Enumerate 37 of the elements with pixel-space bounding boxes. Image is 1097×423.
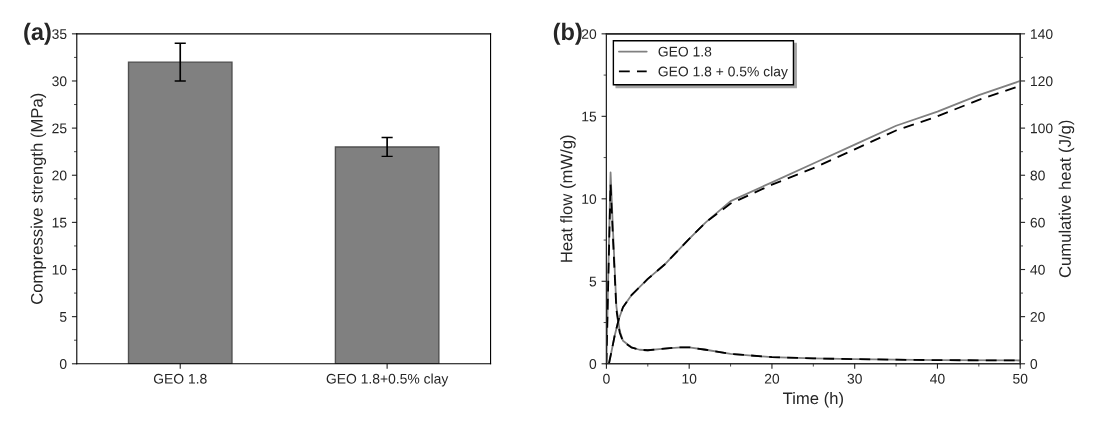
x-tick-label: 10 — [682, 373, 697, 384]
x-tick-label: 0 — [603, 373, 610, 384]
y2-tick-label: 100 — [1030, 123, 1053, 134]
x-tick-label: GEO 1.8 — [153, 373, 207, 384]
y-tick-label: 25 — [52, 123, 67, 134]
x-tick-label: 20 — [764, 373, 780, 384]
chart-title: (b) — [553, 22, 582, 45]
y2-tick-label: 60 — [1030, 217, 1045, 228]
chart-title: (a) — [24, 22, 51, 45]
y-tick-label: 5 — [59, 312, 67, 322]
y-axis-title: Heat flow (mW/g) — [560, 135, 576, 262]
y2-tick-label: 40 — [1030, 264, 1045, 275]
x-axis-title: Time (h) — [782, 392, 843, 408]
y2-axis-title: Cumulative heat (J/g) — [1058, 120, 1075, 278]
y-tick-label: 15 — [52, 217, 67, 228]
y2-tick-label: 80 — [1030, 170, 1045, 181]
x-tick-label: 40 — [930, 373, 945, 384]
y-tick-label: 10 — [52, 264, 67, 275]
y2-tick-label: 140 — [1030, 29, 1053, 40]
y-axis-title: Compressive strength (MPa) — [30, 93, 47, 305]
y2-tick-label: 120 — [1030, 76, 1053, 87]
legend-label: GEO 1.8 — [658, 46, 712, 57]
y-tick-label: 20 — [52, 170, 67, 181]
y-tick-label: 30 — [52, 76, 67, 87]
y-tick-label: 5 — [589, 276, 597, 287]
y-tick-label: 10 — [582, 194, 597, 204]
x-tick-label: 30 — [847, 373, 862, 384]
y-tick-label: 20 — [581, 29, 597, 40]
y2-tick-label: 0 — [1030, 359, 1038, 369]
y-tick-label: 0 — [59, 359, 67, 369]
x-tick-label: GEO 1.8+0.5% clay — [326, 373, 449, 387]
y-tick-label: 15 — [582, 111, 597, 122]
y-tick-label: 0 — [589, 359, 597, 369]
y-tick-label: 35 — [52, 29, 67, 40]
y2-tick-label: 20 — [1030, 311, 1045, 322]
legend-label: GEO 1.8 + 0.5% clay — [658, 66, 788, 80]
x-tick-label: 50 — [1013, 373, 1028, 384]
